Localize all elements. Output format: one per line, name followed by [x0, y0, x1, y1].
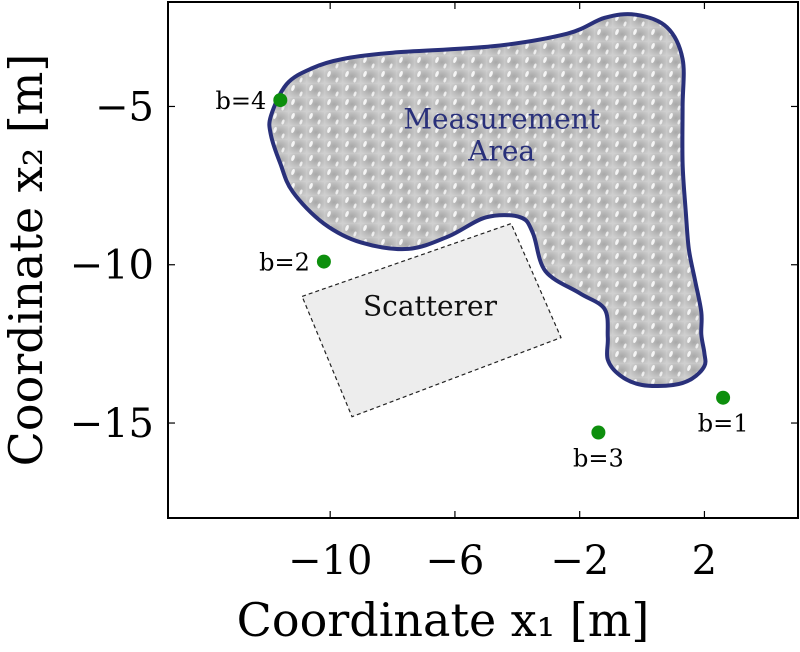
point-b-1: [716, 390, 731, 405]
y-tick-label: −5: [95, 85, 154, 131]
x-tick-label: −6: [425, 538, 484, 584]
x-tick-label: 2: [692, 538, 717, 584]
ticks-layer: −10 −6 −2 2 −5 −10 −15: [70, 2, 798, 584]
scatterer-label: Scatterer: [363, 289, 498, 322]
measurement-area-region: [267, 12, 708, 389]
point-label: b=3: [573, 445, 624, 473]
plot-frame: [167, 1, 799, 519]
x-axis-title: Coordinate x₁ [m]: [237, 593, 650, 647]
x-tick-label: −10: [288, 538, 372, 584]
measurement-area-label: Area: [467, 135, 535, 168]
point-b-4: [273, 93, 288, 108]
x-tick-label: −2: [550, 538, 609, 584]
y-tick-label: −10: [70, 243, 154, 289]
point-label: b=4: [216, 87, 267, 115]
scatterer-region: [301, 222, 562, 418]
point-label: b=2: [259, 249, 310, 277]
y-axis-title: Coordinate x₂ [m]: [0, 54, 53, 467]
point-b-2: [316, 254, 331, 269]
y-tick-label: −15: [70, 401, 154, 447]
measurement-area-label: Measurement: [403, 103, 600, 136]
point-b-3: [591, 425, 606, 440]
points-layer: b=4 b=2 b=3 b=1: [216, 87, 749, 472]
point-label: b=1: [698, 410, 749, 438]
